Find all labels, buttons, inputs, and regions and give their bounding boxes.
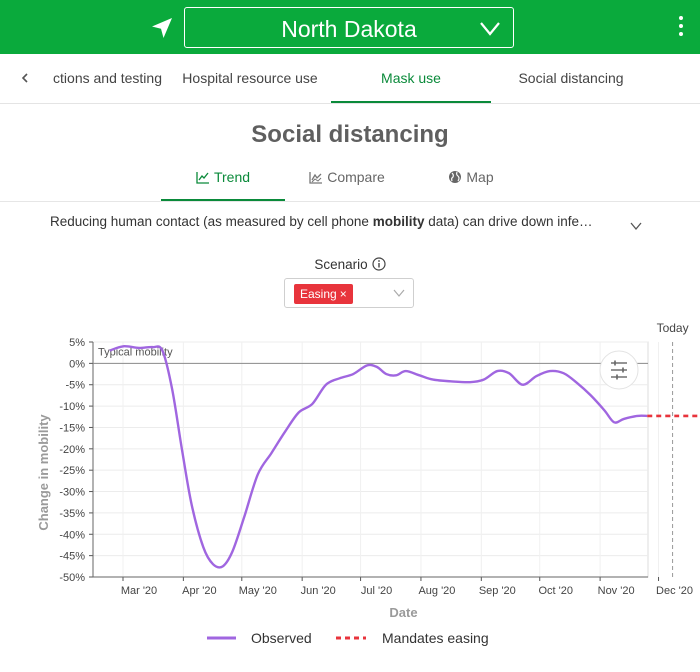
x-tick-label: May '20 <box>239 585 277 597</box>
y-tick-label: -30% <box>59 487 85 499</box>
y-tick-label: 0% <box>69 358 85 370</box>
section-tabs: ctions and testing Hospital resource use… <box>0 54 700 104</box>
view-switcher: Trend Compare Map <box>0 158 700 202</box>
x-tick-label: Jul '20 <box>361 585 392 597</box>
view-tab-map[interactable]: Map <box>409 158 533 201</box>
y-tick-label: -50% <box>59 572 85 584</box>
state-select[interactable]: North Dakota <box>184 7 514 48</box>
legend-label-observed: Observed <box>251 630 312 646</box>
x-tick-label: Aug '20 <box>418 585 455 597</box>
expand-description-chevron-icon[interactable] <box>630 221 642 231</box>
y-tick-label: 5% <box>69 337 85 349</box>
plot-area <box>92 341 649 578</box>
chevron-down-icon <box>480 22 500 36</box>
scenario-chip-easing: Easing × <box>294 284 353 304</box>
x-tick-label: Jun '20 <box>301 585 336 597</box>
mobility-trend-chart: 5% 0% -5% -10% -15% -20% -25% -30% -35% -40% -45% -… <box>36 321 700 646</box>
y-tick-label: -5% <box>65 380 85 392</box>
chevron-left-icon[interactable] <box>18 68 32 88</box>
remove-chip-icon[interactable]: × <box>339 287 347 301</box>
location-arrow-icon[interactable] <box>150 16 174 40</box>
y-tick-label: -15% <box>59 422 85 434</box>
tab-social-distancing[interactable]: Social distancing <box>518 70 624 86</box>
scenario-select[interactable]: Easing × <box>284 278 414 308</box>
scenario-label: Scenario <box>0 257 700 272</box>
chevron-down-icon <box>393 289 405 297</box>
x-tick-label: Apr '20 <box>182 585 217 597</box>
y-tick-label: -20% <box>59 444 85 456</box>
line-chart-icon <box>196 172 209 184</box>
y-axis-title: Change in mobility <box>36 414 51 531</box>
tab-mask-use[interactable]: Mask use <box>331 54 491 103</box>
globe-icon <box>449 171 462 183</box>
view-tab-trend[interactable]: Trend <box>161 158 285 201</box>
y-tick-label: -25% <box>59 465 85 477</box>
series-line-observed <box>109 345 648 569</box>
y-tick-label: -35% <box>59 508 85 520</box>
x-axis-title: Date <box>389 605 417 620</box>
typical-mobility-label: Typical mobility <box>98 346 173 358</box>
kebab-menu-icon[interactable] <box>674 13 688 41</box>
x-tick-label: Mar '20 <box>121 585 157 597</box>
x-tick-label: Oct '20 <box>538 585 573 597</box>
state-select-value: North Dakota <box>281 16 417 42</box>
y-tick-label: -10% <box>59 401 85 413</box>
tab-hospital-resource-use[interactable]: Hospital resource use <box>182 70 318 86</box>
x-tick-label: Sep '20 <box>479 585 516 597</box>
tab-infections-and-testing[interactable]: ctions and testing <box>53 70 162 86</box>
today-label: Today <box>657 321 689 335</box>
app-header: North Dakota <box>0 0 700 54</box>
y-tick-label: -40% <box>59 529 85 541</box>
legend-label-mandates-easing: Mandates easing <box>382 630 489 646</box>
info-icon[interactable] <box>372 257 386 271</box>
x-tick-label: Nov '20 <box>598 585 635 597</box>
description-text: Reducing human contact (as measured by c… <box>50 214 593 229</box>
area-chart-icon <box>309 172 323 184</box>
y-tick-label: -45% <box>59 551 85 563</box>
view-tab-compare[interactable]: Compare <box>285 158 409 201</box>
x-tick-label: Dec '20 <box>656 585 693 597</box>
page-title: Social distancing <box>251 121 449 148</box>
